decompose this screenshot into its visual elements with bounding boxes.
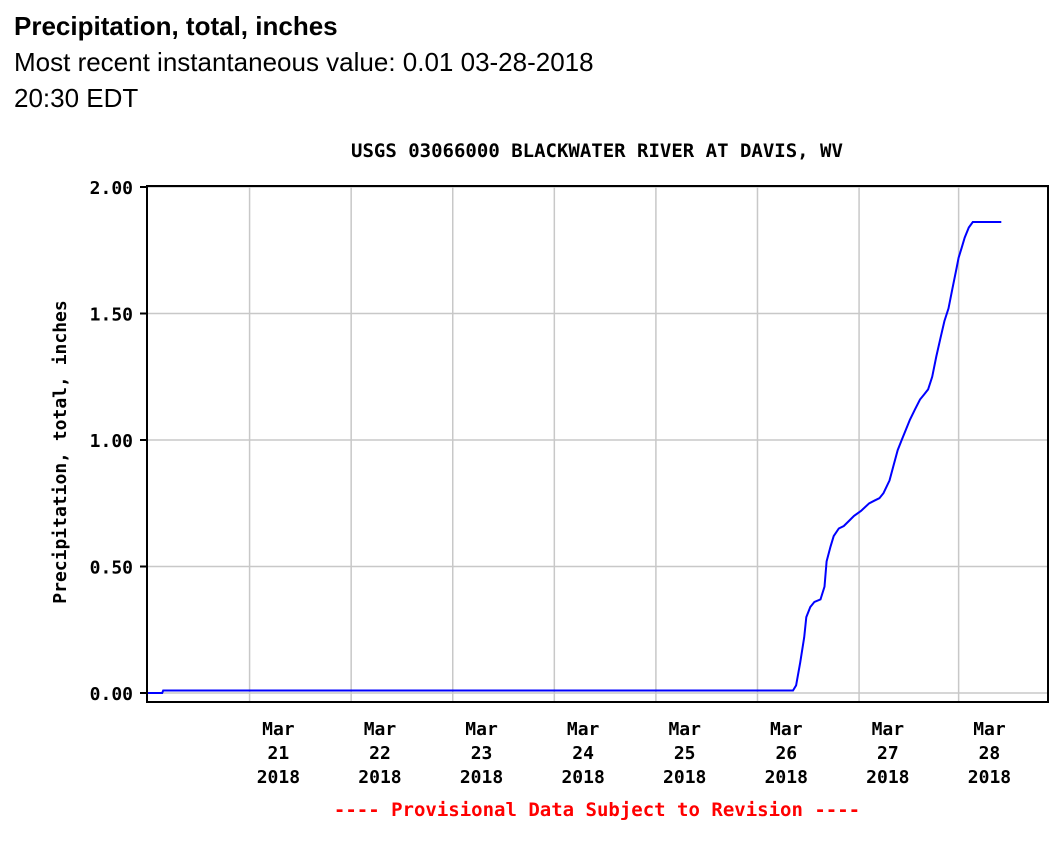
y-axis-label: Precipitation, total, inches xyxy=(50,300,71,603)
x-tick-label: 26 xyxy=(775,743,797,764)
x-tick-label: 28 xyxy=(979,743,1001,764)
x-tick-label: Mar xyxy=(465,719,498,740)
series-line xyxy=(148,221,1002,694)
x-tick-label: 2018 xyxy=(968,767,1011,788)
x-tick-label: 21 xyxy=(268,743,290,764)
y-tick-label: 0.00 xyxy=(90,684,133,705)
x-tick-label: Mar xyxy=(668,719,701,740)
y-tick-label: 2.00 xyxy=(90,178,133,199)
x-tick-label: 22 xyxy=(369,743,391,764)
y-axis-ticks: 0.00 0.50 1.00 1.50 2.00 xyxy=(90,178,148,705)
x-tick-label: 2018 xyxy=(460,767,503,788)
provisional-data-note: ---- Provisional Data Subject to Revisio… xyxy=(334,799,860,821)
x-tick-label: Mar xyxy=(262,719,295,740)
plot-frame xyxy=(146,185,1049,703)
x-tick-label: 2018 xyxy=(257,767,300,788)
page-title: Precipitation, total, inches xyxy=(14,11,338,41)
y-tick-label: 1.50 xyxy=(90,305,133,326)
x-tick-label: Mar xyxy=(364,719,397,740)
x-tick-label: 2018 xyxy=(561,767,604,788)
x-tick-label: Mar xyxy=(872,719,905,740)
x-tick-label: 24 xyxy=(572,743,594,764)
x-tick-label: 25 xyxy=(674,743,696,764)
x-tick-label: 2018 xyxy=(358,767,401,788)
x-tick-label: Mar xyxy=(567,719,600,740)
x-axis-ticks: Mar 21 2018 Mar 22 2018 Mar 23 2018 Mar 24 2018 Mar 2… xyxy=(257,719,1011,788)
grid-lines xyxy=(148,186,1047,701)
y-tick-label: 1.00 xyxy=(90,431,133,452)
x-tick-label: 27 xyxy=(877,743,899,764)
x-tick-label: Mar xyxy=(770,719,803,740)
latest-value-text: Most recent instantaneous value: 0.01 03… xyxy=(14,47,616,113)
x-tick-label: 23 xyxy=(471,743,493,764)
x-tick-label: 2018 xyxy=(663,767,706,788)
y-tick-label: 0.50 xyxy=(90,558,133,579)
x-tick-label: 2018 xyxy=(765,767,808,788)
x-tick-label: Mar xyxy=(973,719,1006,740)
chart-title: USGS 03066000 BLACKWATER RIVER AT DAVIS,… xyxy=(351,140,843,162)
x-tick-label: 2018 xyxy=(866,767,909,788)
page-header: Precipitation, total, inches Most recent… xyxy=(14,8,654,116)
